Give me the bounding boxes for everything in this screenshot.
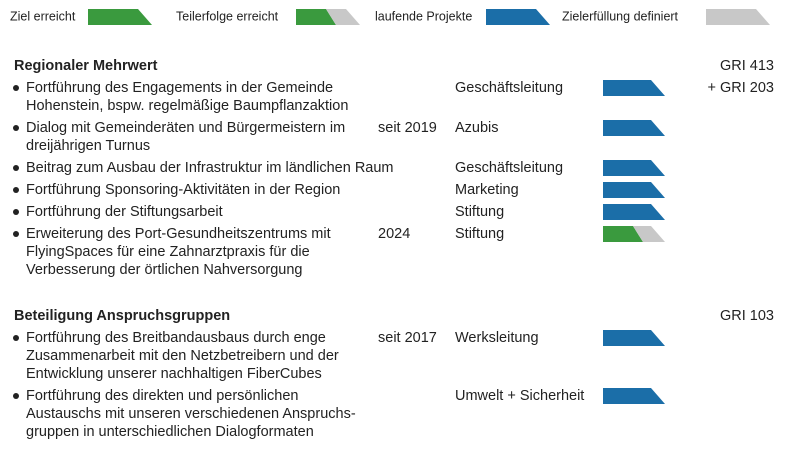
item-text: Entwicklung unserer nachhaltigen FiberCu…: [26, 366, 322, 382]
gri-label: GRI 103: [720, 308, 774, 324]
item-text: Fortführung des Breitbandausbaus durch e…: [26, 330, 326, 346]
owner: Stiftung: [455, 204, 504, 220]
owner: Marketing: [455, 182, 519, 198]
status-icon: [603, 388, 665, 404]
owner: Umwelt + Sicherheit: [455, 388, 584, 404]
legend-label: Zielerfüllung definiert: [562, 9, 679, 23]
bullet: [13, 231, 19, 237]
year: 2024: [378, 226, 410, 242]
item-text: Dialog mit Gemeinderäten und Bürgermeist…: [26, 120, 345, 136]
item-text: dreijährigen Turnus: [26, 138, 150, 154]
bullet: [13, 165, 19, 171]
owner: Geschäftsleitung: [455, 80, 563, 96]
item-text: gruppen in unterschiedlichen Dialogforma…: [26, 424, 314, 440]
status-icon: [603, 160, 665, 176]
owner: Geschäftsleitung: [455, 160, 563, 176]
year: seit 2019: [378, 120, 437, 136]
item-text: Beitrag zum Ausbau der Infrastruktur im …: [26, 160, 394, 176]
bullet: [13, 393, 19, 399]
item-text: Austauschs mit unseren verschiedenen Ans…: [26, 406, 356, 422]
item-text: Fortführung des Engagements in der Gemei…: [26, 80, 333, 96]
status-icon-part: [326, 9, 360, 25]
item-text: Fortführung Sponsoring-Aktivitäten in de…: [26, 182, 340, 198]
year: seit 2017: [378, 330, 437, 346]
status-icon-part: [603, 226, 643, 242]
status-icon: [486, 9, 550, 25]
bullet: [13, 125, 19, 131]
item-text: Erweiterung des Port-Gesundheitszentrums…: [26, 226, 331, 242]
status-icon: [603, 182, 665, 198]
item-text: Zusammenarbeit mit den Netzbetreibern un…: [26, 348, 339, 364]
owner: Stiftung: [455, 226, 504, 242]
item-text: Fortführung des direkten und persönliche…: [26, 388, 298, 404]
status-icon: [603, 80, 665, 96]
legend-label: laufende Projekte: [375, 9, 472, 23]
status-icon-part: [633, 226, 665, 242]
status-icon: [603, 120, 665, 136]
status-icon: [706, 9, 770, 25]
section-title: Beteiligung Anspruchsgruppen: [14, 308, 230, 324]
status-icon: [603, 330, 665, 346]
owner: Werksleitung: [455, 330, 539, 346]
item-text: FlyingSpaces für eine Zahnarztpraxis für…: [26, 244, 310, 260]
owner: Azubis: [455, 120, 499, 136]
status-icon-part: [296, 9, 336, 25]
gri-label: GRI 413: [720, 58, 774, 74]
item-text: Hohenstein, bspw. regelmäßige Baumpflanz…: [26, 98, 348, 114]
item-text: Fortführung der Stiftungsarbeit: [26, 204, 223, 220]
bullet: [13, 209, 19, 215]
item-text: Verbesserung der örtlichen Nahversorgung: [26, 262, 302, 278]
bullet: [13, 335, 19, 341]
note: + GRI 203: [708, 80, 775, 96]
section-title: Regionaler Mehrwert: [14, 58, 158, 74]
legend-label: Ziel erreicht: [10, 9, 76, 23]
legend-label: Teilerfolge erreicht: [176, 9, 279, 23]
status-icon: [603, 204, 665, 220]
status-icon: [88, 9, 152, 25]
bullet: [13, 187, 19, 193]
bullet: [13, 85, 19, 91]
